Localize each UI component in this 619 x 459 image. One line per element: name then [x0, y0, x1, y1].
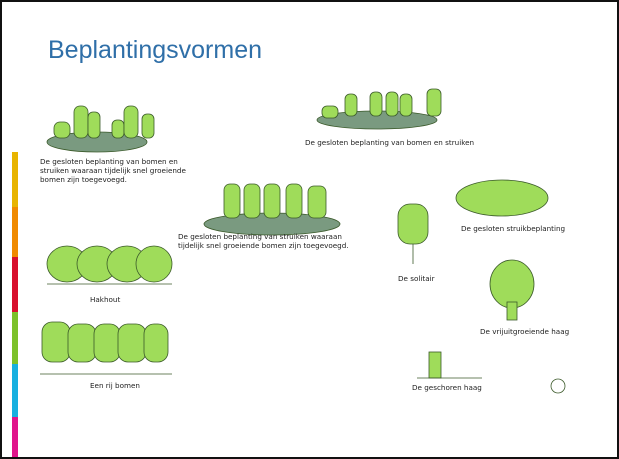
caption-line: Hakhout: [90, 295, 120, 304]
caption: De gesloten beplanting van struiken waar…: [178, 232, 349, 250]
caption: De gesloten beplanting van bomen en stru…: [305, 138, 474, 147]
caption-line: tijdelijk snel groeiende bomen zijn toeg…: [178, 241, 349, 250]
caption: De solitair: [398, 274, 435, 283]
caption: De geschoren haag: [412, 383, 482, 392]
caption-line: De solitair: [398, 274, 435, 283]
caption-line: struiken waaraan tijdelijk snel groeiend…: [40, 166, 186, 175]
caption: De vrijuitgroeiende haag: [480, 327, 569, 336]
caption-line: De gesloten beplanting van bomen en stru…: [305, 138, 474, 147]
caption-line: De geschoren haag: [412, 383, 482, 392]
caption: De gesloten struikbeplanting: [461, 224, 565, 233]
slide-title: Beplantingsvormen: [48, 36, 262, 65]
caption-line: Een rij bomen: [90, 381, 140, 390]
caption-line: De gesloten beplanting van struiken waar…: [178, 232, 349, 241]
slide: Beplantingsvormen De gesloten beplanting…: [0, 0, 619, 459]
caption: Een rij bomen: [90, 381, 140, 390]
caption: Hakhout: [90, 295, 120, 304]
caption-line: De vrijuitgroeiende haag: [480, 327, 569, 336]
caption-line: bomen zijn toegevoegd.: [40, 175, 186, 184]
caption-line: De gesloten beplanting van bomen en: [40, 157, 186, 166]
caption-line: De gesloten struikbeplanting: [461, 224, 565, 233]
